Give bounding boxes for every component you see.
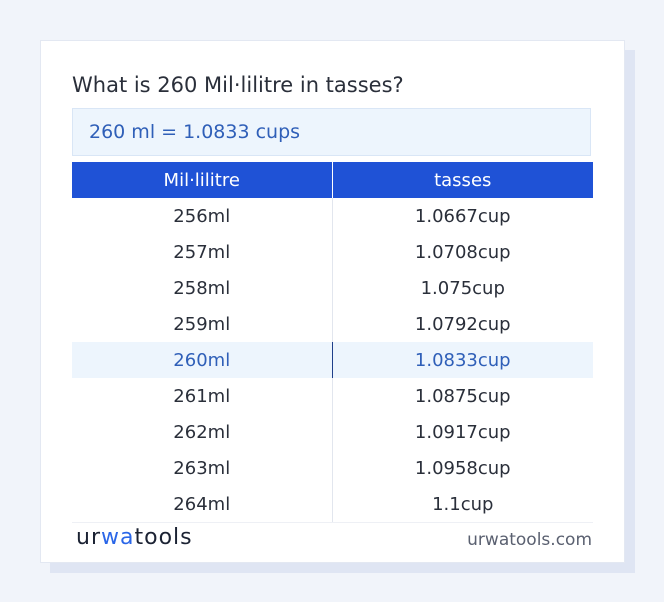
cell-cup: 1.1cup [331, 486, 593, 523]
logo-part-tools: tools [134, 525, 193, 550]
cell-cup: 1.0708cup [331, 234, 593, 270]
site-link[interactable]: urwatools.com [467, 530, 592, 550]
header-tasses: tasses [331, 162, 593, 198]
cell-cup: 1.075cup [331, 270, 593, 306]
cell-ml: 263ml [173, 457, 231, 479]
header-millilitre: Mil·lilitre [72, 162, 332, 198]
conversion-card: What is 260 Mil·lilitre in tasses? 260 m… [40, 40, 625, 563]
table-row: 263ml 1.0958cup [72, 450, 593, 486]
cell-cup: 1.0833cup [331, 342, 593, 378]
cell-ml: 261ml [173, 385, 231, 407]
result-box: 260 ml = 1.0833 cups [72, 108, 591, 156]
cell-cup: 1.0958cup [331, 450, 593, 486]
cell-cup: 1.0667cup [331, 198, 593, 234]
table-row-highlighted: 260ml 1.0833cup [72, 342, 593, 378]
question-title: What is 260 Mil·lilitre in tasses? [72, 73, 404, 97]
cell-cup: 1.0917cup [331, 414, 593, 450]
table-row: 264ml 1.1cup [72, 486, 593, 523]
cell-cup: 1.0792cup [331, 306, 593, 342]
logo-part-ur: ur [76, 525, 101, 550]
cell-ml: 264ml [72, 486, 332, 523]
table-row: 258ml 1.075cup [72, 270, 593, 306]
table-header-row: Mil·lilitre tasses [72, 162, 593, 198]
cell-ml: 258ml [173, 277, 231, 299]
cell-ml: 260ml [72, 342, 332, 378]
table-row: 256ml 1.0667cup [72, 198, 593, 234]
cell-ml: 257ml [173, 241, 231, 263]
table-row: 261ml 1.0875cup [72, 378, 593, 414]
table-row: 259ml 1.0792cup [72, 306, 593, 342]
table-row: 257ml 1.0708cup [72, 234, 593, 270]
table-row: 262ml 1.0917cup [72, 414, 593, 450]
cell-cup: 1.0875cup [331, 378, 593, 414]
conversion-table: Mil·lilitre tasses 256ml 1.0667cup 257ml… [72, 162, 593, 523]
cell-ml: 256ml [173, 205, 231, 227]
logo-part-wa: wa [101, 525, 135, 550]
cell-ml: 262ml [173, 421, 231, 443]
cell-ml: 259ml [173, 313, 231, 335]
urwatools-logo[interactable]: urwatools [76, 525, 193, 550]
